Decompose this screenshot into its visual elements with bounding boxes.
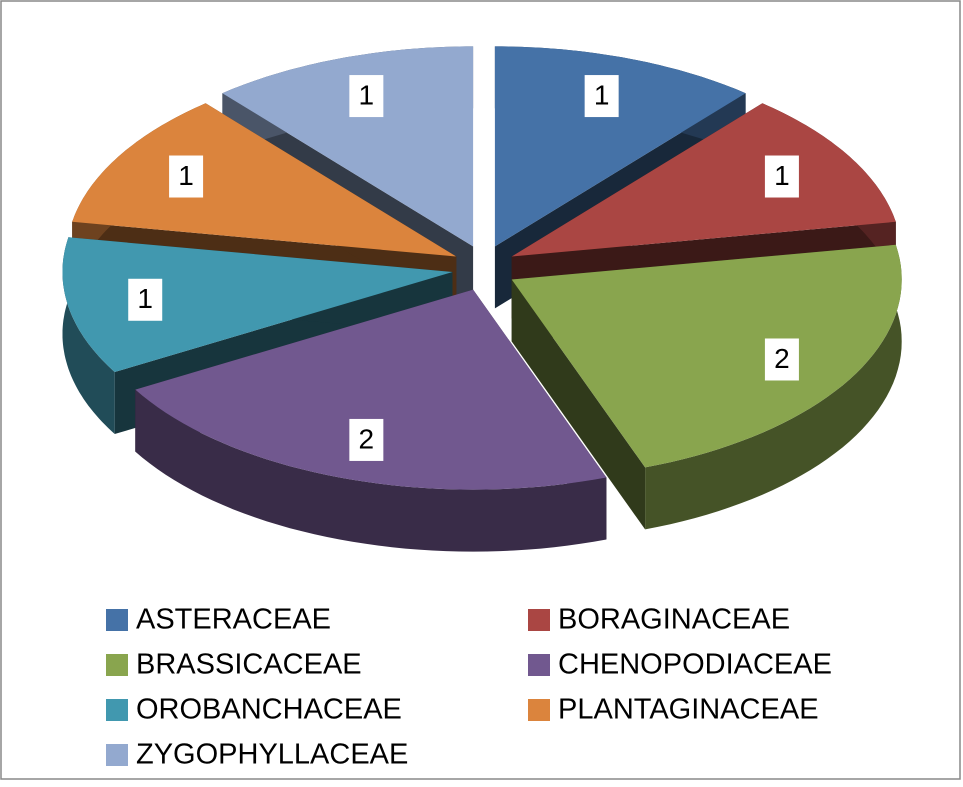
data-label: 1 [178, 160, 194, 191]
data-label-box [128, 278, 163, 321]
legend-label: ASTERACEAE [136, 604, 331, 636]
legend-label: BRASSICACEAE [136, 649, 362, 681]
slice-top [511, 103, 896, 257]
slice-top [222, 46, 474, 247]
data-label: 1 [774, 160, 790, 191]
slice-top [511, 244, 902, 468]
slice-side [511, 279, 646, 530]
data-label: 2 [774, 343, 790, 374]
data-label: 2 [359, 423, 375, 454]
slice [511, 244, 902, 530]
data-label: 1 [137, 283, 153, 314]
data-label-box [169, 155, 204, 198]
legend-label: BORAGINACEAE [558, 604, 790, 636]
data-label-box [584, 75, 619, 118]
legend-label: OROBANCHACEAE [136, 694, 402, 726]
slice-wall [62, 237, 115, 434]
slice-top [494, 46, 746, 247]
legend-swatch [106, 744, 128, 766]
legend-swatch [106, 609, 128, 631]
data-label-box [349, 418, 384, 461]
legend-label: ZYGOPHYLLACEAE [136, 739, 408, 771]
slice-top [135, 289, 607, 490]
data-label-box [349, 75, 384, 118]
slice [135, 289, 607, 552]
legend-swatch [528, 654, 550, 676]
slice-top [72, 103, 457, 257]
data-label-box [764, 338, 799, 381]
slice-top [62, 237, 453, 372]
slice-wall [135, 389, 607, 552]
legend-swatch [106, 654, 128, 676]
data-label-box [764, 155, 799, 198]
legend-swatch [106, 699, 128, 721]
legend-label: PLANTAGINACEAE [558, 694, 819, 726]
slice-wall [645, 244, 902, 530]
data-label: 1 [594, 79, 610, 110]
data-label: 1 [359, 79, 375, 110]
legend-label: CHENOPODIACEAE [558, 649, 832, 681]
legend-swatch [528, 609, 550, 631]
legend-swatch [528, 699, 550, 721]
